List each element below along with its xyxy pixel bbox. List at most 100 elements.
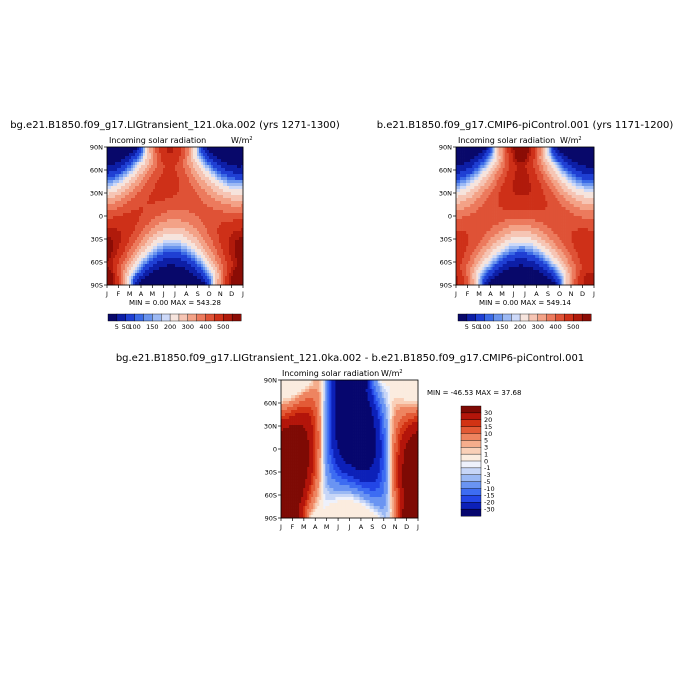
heatmap-cell	[169, 156, 172, 160]
heatmap-cell	[147, 264, 150, 268]
heatmap-cell	[233, 168, 236, 172]
heatmap-cell	[506, 162, 510, 166]
heatmap-cell	[460, 177, 463, 181]
heatmap-cell	[537, 195, 540, 199]
heatmap-cell	[119, 153, 122, 157]
heatmap-cell	[153, 249, 156, 253]
heatmap-cell	[171, 240, 174, 244]
heatmap-cell	[119, 168, 122, 172]
heatmap-cell	[175, 273, 178, 277]
heatmap-cell	[561, 159, 564, 163]
heatmap-cell	[225, 225, 228, 229]
heatmap-cell	[129, 183, 132, 187]
heatmap-cell	[573, 183, 577, 187]
heatmap-cell	[129, 249, 132, 253]
heatmap-cell	[157, 192, 160, 196]
heatmap-cell	[139, 168, 142, 172]
heatmap-cell	[199, 228, 202, 232]
heatmap-cell	[561, 192, 564, 196]
heatmap-cell	[139, 279, 142, 283]
heatmap-cell	[217, 171, 220, 175]
heatmap-cell	[165, 264, 168, 268]
heatmap-cell	[137, 198, 140, 202]
heatmap-cell	[225, 273, 228, 277]
heatmap-cell	[241, 228, 244, 232]
heatmap-cell	[147, 174, 150, 178]
heatmap-cell	[219, 168, 222, 172]
heatmap-cell	[175, 219, 178, 223]
heatmap-cell	[514, 183, 518, 187]
heatmap-cell	[177, 243, 180, 247]
heatmap-cell	[462, 162, 465, 166]
heatmap-cell	[139, 258, 142, 262]
heatmap-cell	[470, 225, 473, 229]
heatmap-cell	[143, 180, 146, 184]
heatmap-cell	[193, 267, 196, 271]
y-tick-label: 0	[99, 213, 103, 221]
heatmap-cell	[541, 156, 544, 160]
heatmap-cell	[145, 228, 148, 232]
heatmap-cell	[241, 174, 244, 178]
heatmap-cell	[512, 168, 516, 172]
heatmap-cell	[123, 258, 126, 262]
heatmap-cell	[225, 192, 228, 196]
heatmap-cell	[151, 228, 154, 232]
heatmap-cell	[173, 252, 176, 256]
heatmap-cell	[167, 153, 170, 157]
heatmap-cell	[213, 168, 216, 172]
heatmap-cell	[191, 213, 194, 217]
heatmap-cell	[575, 168, 579, 172]
heatmap-cell	[577, 174, 581, 178]
heatmap-cell	[143, 153, 146, 157]
heatmap-cell	[161, 177, 164, 181]
heatmap-cell	[235, 264, 238, 268]
heatmap-cell	[225, 249, 228, 253]
heatmap-cell	[179, 237, 182, 241]
heatmap-cell	[229, 174, 232, 178]
heatmap-cell	[127, 204, 130, 208]
heatmap-cell	[149, 246, 152, 250]
heatmap-cell	[462, 183, 465, 187]
heatmap-cell	[472, 186, 475, 190]
heatmap-cell	[468, 165, 471, 169]
colorbar-swatch	[125, 313, 136, 322]
panel-picontrol: b.e21.B1850.f09_g17.CMIP6-piControl.001 …	[377, 120, 674, 331]
heatmap-cell	[173, 222, 176, 226]
heatmap-cell	[492, 165, 495, 169]
heatmap-cell	[458, 219, 461, 223]
heatmap-cell	[510, 201, 514, 205]
heatmap-cell	[185, 171, 188, 175]
heatmap-cell	[207, 168, 210, 172]
heatmap-cell	[179, 192, 182, 196]
heatmap-cell	[143, 282, 146, 286]
heatmap-cell	[155, 210, 158, 214]
heatmap-cell	[237, 261, 240, 265]
heatmap-cell	[191, 186, 194, 190]
heatmap-cell	[169, 261, 172, 265]
heatmap-cell	[187, 207, 190, 211]
heatmap-cell	[147, 240, 150, 244]
heatmap-cell	[175, 228, 178, 232]
heatmap-cell	[217, 246, 220, 250]
heatmap-cell	[569, 147, 573, 151]
heatmap-cell	[117, 201, 120, 205]
heatmap-cell	[573, 186, 577, 190]
heatmap-cell	[470, 162, 473, 166]
heatmap-cell	[512, 186, 516, 190]
heatmap-cell	[209, 261, 212, 265]
heatmap-cell	[211, 261, 214, 265]
heatmap-cell	[460, 168, 463, 172]
heatmap-cell	[237, 237, 240, 241]
heatmap-cell	[191, 258, 194, 262]
heatmap-cell	[480, 174, 483, 178]
heatmap-cell	[518, 222, 522, 226]
heatmap-cell	[127, 282, 130, 286]
heatmap-cell	[181, 219, 184, 223]
heatmap-cell	[127, 243, 130, 247]
heatmap-cell	[167, 174, 170, 178]
heatmap-cell	[223, 225, 226, 229]
heatmap-cell	[107, 150, 110, 154]
heatmap-cell	[235, 198, 238, 202]
heatmap-cell	[199, 210, 202, 214]
heatmap-cell	[575, 201, 579, 205]
